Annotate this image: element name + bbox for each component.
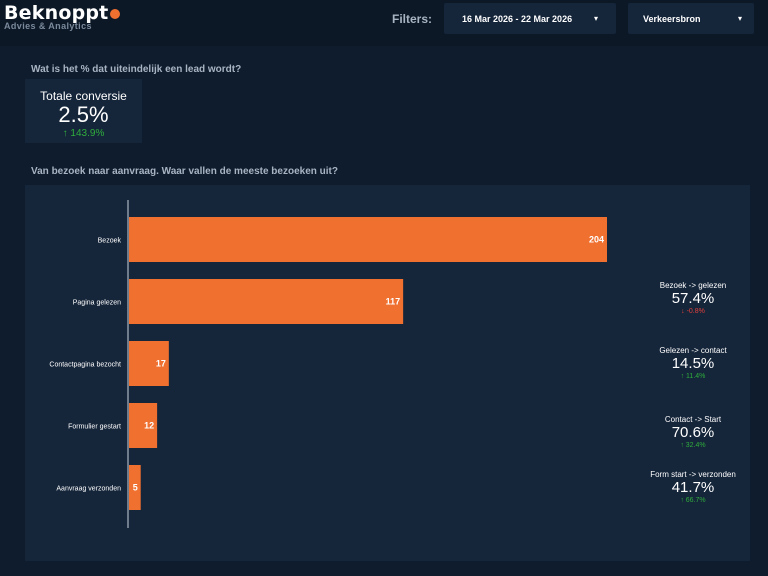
- data-label-0: 204: [589, 235, 604, 245]
- category-label-4: Aanvraag verzonden: [56, 486, 121, 493]
- category-label-3: Formulier gestart: [68, 424, 121, 431]
- conversion-value: 41.7%: [671, 479, 715, 496]
- brand-tagline: Advies & Analytics: [4, 21, 92, 31]
- conversion-delta: ↑ 32.4%: [680, 442, 706, 449]
- filters-label: Filters:: [392, 12, 433, 26]
- category-label-0: Bezoek: [98, 238, 122, 245]
- conversion-label: Bezoek -> gelezen: [659, 281, 727, 290]
- conversion-value: 70.6%: [671, 424, 715, 441]
- kpi-question: Wat is het % dat uiteindelijk een lead w…: [31, 64, 242, 75]
- chevron-down-icon: ▾: [593, 14, 598, 23]
- traffic-source-value: Verkeersbron: [643, 13, 701, 24]
- data-label-3: 12: [144, 421, 154, 431]
- kpi-card-total-conversion: Totale conversie 2.5% ↑ 143.9%: [25, 79, 142, 143]
- top-bar: Beknoppt Advies & Analytics Filters: 16 …: [0, 0, 768, 46]
- conversion-label: Contact -> Start: [664, 415, 722, 424]
- bar-0[interactable]: [129, 217, 607, 262]
- conversion-step-1: Gelezen -> contact 14.5% ↑ 11.4%: [633, 346, 753, 380]
- traffic-source-dropdown[interactable]: Verkeersbron ▾: [628, 3, 754, 34]
- chevron-down-icon: ▾: [737, 14, 742, 23]
- brand-dot-icon: [110, 9, 121, 19]
- kpi-value: 2.5%: [58, 102, 109, 127]
- conversion-delta: ↑ 66.7%: [680, 497, 706, 504]
- bar-2[interactable]: [129, 341, 169, 386]
- brand-logo: Beknoppt Advies & Analytics: [4, 2, 121, 31]
- kpi-delta: ↑ 143.9%: [62, 128, 105, 139]
- conversion-step-0: Bezoek -> gelezen 57.4% ↓ -0.8%: [633, 281, 753, 315]
- conversion-value: 14.5%: [671, 355, 715, 372]
- conversion-delta: ↓ -0.8%: [681, 308, 705, 315]
- conversion-label: Form start -> verzonden: [650, 470, 736, 479]
- data-label-4: 5: [133, 483, 138, 493]
- bar-3[interactable]: [129, 403, 158, 448]
- funnel-question: Van bezoek naar aanvraag. Waar vallen de…: [31, 166, 338, 177]
- conversion-label: Gelezen -> contact: [659, 346, 727, 355]
- category-label-1: Pagina gelezen: [73, 300, 121, 307]
- date-range-dropdown[interactable]: 16 Mar 2026 - 22 Mar 2026 ▾: [444, 3, 616, 34]
- funnel-panel: Bezoek 204 Pagina gelezen 117 Contactpagina …: [25, 185, 750, 561]
- data-label-2: 17: [156, 359, 166, 369]
- funnel-chart: Bezoek 204 Pagina gelezen 117 Contactpagina …: [49, 200, 607, 528]
- conversion-step-3: Form start -> verzonden 41.7% ↑ 66.7%: [633, 470, 753, 504]
- brand-name: Beknoppt: [4, 2, 109, 24]
- conversion-step-2: Contact -> Start 70.6% ↑ 32.4%: [633, 415, 753, 449]
- bar-1[interactable]: [129, 279, 404, 324]
- bar-4[interactable]: [129, 465, 141, 510]
- data-label-1: 117: [386, 297, 401, 307]
- date-range-value: 16 Mar 2026 - 22 Mar 2026: [462, 13, 573, 24]
- conversion-delta: ↑ 11.4%: [680, 373, 706, 380]
- conversion-value: 57.4%: [671, 290, 715, 307]
- category-label-2: Contactpagina bezocht: [49, 362, 121, 369]
- kpi-label: Totale conversie: [40, 89, 127, 103]
